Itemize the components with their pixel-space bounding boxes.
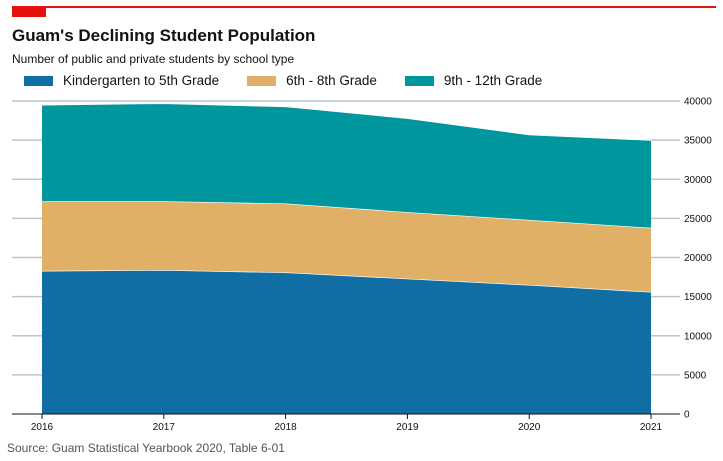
legend-swatch-6-8 [247, 75, 277, 86]
legend-label-9-12: 9th - 12th Grade [443, 73, 543, 88]
axes: 0 5000 10000 15000 20000 25000 30000 35000 40000… [12, 97, 712, 433]
area-series [41, 102, 652, 414]
y-tick-label: 30000 [684, 175, 712, 186]
legend-label-6-8: 6th - 8th Grade [286, 73, 377, 88]
legend-item-k5: Kindergarten to 5th Grade [24, 73, 219, 88]
source-note: Source: Guam Statistical Yearbook 2020, … [7, 441, 285, 455]
y-tick-label: 25000 [684, 214, 712, 225]
header-accent-line [12, 6, 716, 8]
legend-label-k5: Kindergarten to 5th Grade [63, 73, 220, 88]
x-tick-label: 2019 [396, 422, 419, 433]
x-tick-label: 2020 [518, 422, 541, 433]
x-tick-label: 2016 [31, 422, 54, 433]
legend-item-9-12: 9th - 12th Grade [404, 73, 543, 88]
legend-item-6-8: 6th - 8th Grade [247, 73, 377, 88]
area-9-12 [42, 103, 651, 228]
y-tick-label: 15000 [684, 292, 712, 303]
y-tick-label: 5000 [684, 370, 707, 381]
area-6-8 [42, 201, 651, 292]
y-tick-label: 0 [684, 410, 690, 421]
chart-title: Guam's Declining Student Population [12, 26, 316, 45]
y-tick-label: 20000 [684, 253, 712, 264]
chart-legend: Kindergarten to 5th Grade 6th - 8th Grad… [24, 73, 570, 88]
area-k5 [42, 270, 651, 414]
y-tick-label: 10000 [684, 331, 712, 342]
x-tick-label: 2017 [153, 422, 176, 433]
legend-swatch-9-12 [404, 75, 434, 86]
legend-swatch-k5 [24, 75, 53, 86]
y-tick-label: 40000 [684, 97, 712, 108]
x-tick-label: 2018 [274, 422, 297, 433]
x-tick-label: 2021 [640, 422, 663, 433]
chart-subtitle: Number of public and private students by… [12, 52, 295, 66]
y-tick-label: 35000 [684, 136, 712, 147]
header-accent-bar [12, 6, 46, 17]
area-edge-9-12 [41, 102, 652, 141]
